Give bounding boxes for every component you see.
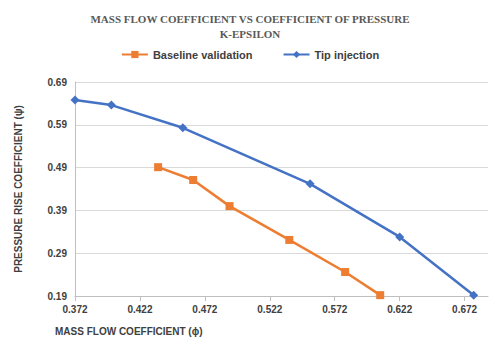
svg-text:0.522: 0.522 (257, 304, 282, 315)
svg-text:0.59: 0.59 (48, 119, 68, 130)
svg-text:0.29: 0.29 (48, 248, 68, 259)
svg-text:0.672: 0.672 (452, 304, 477, 315)
svg-text:MASS FLOW COEFFICIENT (ϕ): MASS FLOW COEFFICIENT (ϕ) (55, 326, 202, 337)
svg-text:PRESSURE RISE COEFFICIENT (ψ): PRESSURE RISE COEFFICIENT (ψ) (13, 105, 24, 273)
svg-text:MASS FLOW COEFFICIENT VS COEFF: MASS FLOW COEFFICIENT VS COEFFICIENT OF … (90, 13, 409, 25)
svg-text:K-EPSILON: K-EPSILON (220, 28, 281, 40)
svg-text:0.422: 0.422 (127, 304, 152, 315)
svg-text:0.19: 0.19 (48, 291, 68, 302)
svg-text:0.39: 0.39 (48, 205, 68, 216)
svg-text:Baseline validation: Baseline validation (153, 49, 253, 61)
svg-text:Tip injection: Tip injection (315, 49, 380, 61)
svg-text:0.372: 0.372 (62, 304, 87, 315)
svg-text:0.69: 0.69 (48, 77, 68, 88)
svg-text:0.472: 0.472 (192, 304, 217, 315)
svg-text:0.622: 0.622 (387, 304, 412, 315)
svg-text:0.49: 0.49 (48, 162, 68, 173)
svg-text:0.572: 0.572 (322, 304, 347, 315)
